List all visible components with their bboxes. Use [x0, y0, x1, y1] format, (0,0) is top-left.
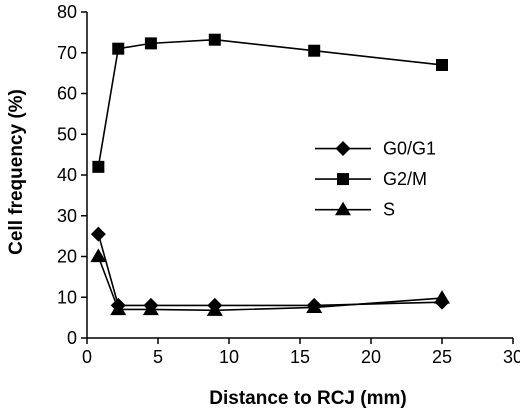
- series-s: [90, 248, 450, 316]
- y-tick-label: 10: [57, 287, 77, 307]
- y-tick-label: 20: [57, 247, 77, 267]
- series-line: [97, 233, 443, 307]
- legend-label: G0/G1: [383, 139, 436, 159]
- y-tick-label: 60: [57, 84, 77, 104]
- data-point: [90, 248, 107, 263]
- data-point: [90, 226, 106, 242]
- data-point: [142, 301, 159, 316]
- x-tick-label: 10: [219, 347, 239, 367]
- data-point: [434, 290, 450, 304]
- series-line: [97, 38, 443, 167]
- x-tick-label: 15: [290, 347, 310, 367]
- chart-ticks: 0 10 20 30 40 50 60 70 80 0 5 10 15 20 25 30: [57, 2, 520, 367]
- y-tick-label: 40: [57, 165, 77, 185]
- data-point: [112, 42, 125, 55]
- y-tick-label: 70: [57, 43, 77, 63]
- data-point: [436, 58, 448, 71]
- x-tick-label: 20: [361, 347, 381, 367]
- data-point: [110, 301, 127, 316]
- y-tick-label: 50: [57, 124, 77, 144]
- y-tick-label: 0: [67, 328, 77, 348]
- x-axis-title: Distance to RCJ (mm): [209, 388, 406, 409]
- legend-label: G2/M: [383, 169, 427, 189]
- data-point: [206, 302, 223, 316]
- legend-item: S: [315, 200, 395, 220]
- series-g0-g1: [90, 226, 450, 313]
- data-point: [92, 160, 105, 173]
- x-tick-label: 30: [503, 347, 520, 367]
- chart-legend: G0/G1 G2/M S: [315, 139, 436, 220]
- legend-marker: [335, 201, 351, 216]
- legend-item: G0/G1: [315, 139, 436, 159]
- y-axis-title: Cell frequency (%): [6, 89, 27, 255]
- y-tick-label: 80: [57, 2, 77, 22]
- legend-item: G2/M: [315, 169, 427, 189]
- x-tick-label: 5: [153, 347, 163, 367]
- chart-series: [90, 33, 450, 316]
- legend-marker: [337, 173, 349, 186]
- legend-label: S: [383, 200, 395, 220]
- data-point: [144, 37, 157, 50]
- data-point: [308, 44, 321, 57]
- data-point: [208, 33, 221, 46]
- series-line: [97, 256, 443, 312]
- series-g2-m: [92, 33, 448, 173]
- legend-marker: [335, 141, 351, 157]
- y-tick-label: 30: [57, 206, 77, 226]
- chart-axes: [86, 12, 513, 339]
- x-tick-label: 0: [82, 347, 92, 367]
- data-point: [306, 299, 323, 314]
- x-tick-label: 25: [432, 347, 452, 367]
